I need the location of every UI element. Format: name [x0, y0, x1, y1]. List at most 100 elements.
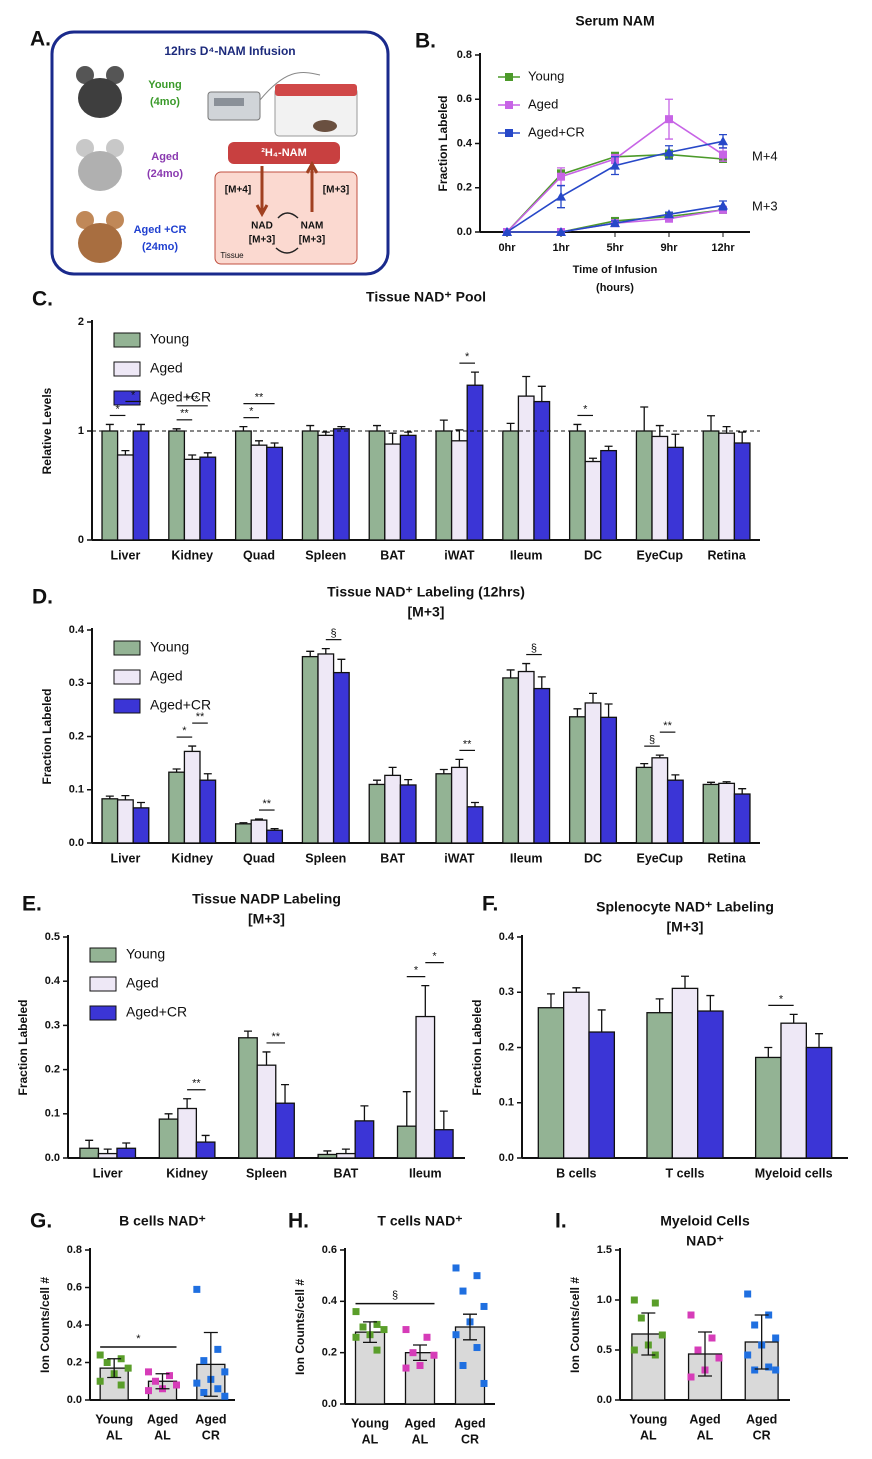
chart-title: Serum NAM	[575, 13, 654, 29]
legend-label: Aged	[150, 360, 183, 376]
error-bar	[203, 1331, 218, 1397]
point	[480, 1379, 488, 1387]
y-tick-label: 1	[78, 425, 84, 437]
arrow-label: [M+3]	[323, 185, 349, 196]
bar	[718, 432, 736, 541]
x-tick-label: Liver	[93, 1166, 123, 1180]
x-tick-label: Quad	[243, 851, 275, 865]
point	[473, 1344, 481, 1352]
error-bar	[201, 1134, 210, 1143]
error-bar	[421, 984, 430, 1017]
error-bar	[321, 431, 330, 436]
y-axis-label: Relative Levels	[40, 387, 54, 474]
bar	[132, 430, 150, 541]
y-tick-label: 0.4	[499, 931, 515, 943]
point	[772, 1366, 780, 1374]
y-tick-label: 0.0	[457, 226, 472, 238]
point	[221, 1368, 229, 1376]
x-tick-label: Kidney	[166, 1166, 208, 1180]
error-bar	[337, 658, 346, 673]
error-bar	[698, 1331, 712, 1377]
node-label: [M+3]	[249, 235, 275, 246]
bar	[101, 430, 119, 541]
legend-label: Aged+CR	[528, 124, 585, 139]
y-tick-label: 0.2	[69, 730, 84, 742]
x-tick-label: 5hr	[606, 242, 624, 254]
bar	[502, 677, 520, 844]
bar	[435, 773, 453, 844]
chart-title: Splenocyte NAD⁺ Labeling	[596, 899, 774, 915]
point	[637, 1314, 645, 1322]
arrow-label: [M+4]	[225, 185, 251, 196]
point	[744, 1351, 752, 1359]
node-label: [M+3]	[299, 235, 325, 246]
point	[402, 1326, 410, 1334]
node: NAM	[301, 221, 324, 232]
bar	[805, 1046, 833, 1159]
y-tick-label: 0.4	[45, 975, 61, 987]
bar	[651, 435, 669, 541]
point	[200, 1389, 208, 1396]
bar	[517, 395, 535, 541]
point	[96, 1351, 104, 1359]
bar	[568, 716, 586, 844]
significance-label: **	[196, 711, 205, 723]
chart-subtitle: [M+3]	[248, 911, 285, 927]
legend-label: Young	[126, 946, 165, 962]
bar	[584, 702, 602, 844]
error-bar	[671, 433, 680, 448]
x-tick-label: iWAT	[444, 548, 475, 562]
y-axis-label: Ion Counts/cell #	[293, 1279, 307, 1375]
error-bar	[281, 1083, 290, 1104]
x-tick-label: DC	[584, 851, 602, 865]
bar	[754, 1056, 782, 1159]
point	[480, 1302, 488, 1310]
bar	[183, 750, 201, 844]
bar	[702, 430, 720, 541]
error-bar	[641, 1312, 656, 1356]
error-bar	[470, 801, 479, 807]
bar	[697, 1010, 724, 1159]
x-tick-label: 0hr	[498, 242, 516, 254]
bar	[234, 823, 252, 844]
bar	[132, 807, 150, 844]
bar	[116, 799, 134, 844]
annotation: M+3	[752, 198, 778, 213]
error-bar	[363, 1321, 377, 1344]
significance-label: **	[463, 738, 472, 750]
bar	[301, 655, 319, 844]
bar	[399, 434, 417, 541]
error-bar	[239, 425, 248, 431]
y-axis-label: Ion Counts/cell #	[38, 1277, 52, 1373]
y-tick-label: 0.3	[499, 986, 514, 998]
y-axis-label: Ion Counts/cell #	[568, 1277, 582, 1373]
x-tick-label: Aged	[454, 1416, 485, 1430]
significance-label: **	[192, 1078, 201, 1090]
bar	[533, 687, 551, 844]
point	[221, 1392, 229, 1400]
point	[708, 1334, 716, 1342]
error-bar	[306, 424, 315, 431]
legend-label: Aged+CR	[150, 389, 211, 405]
legend-label: Aged+CR	[150, 697, 211, 713]
x-tick-label: Liver	[110, 548, 140, 562]
x-tick-label: BAT	[334, 1166, 359, 1180]
error-bar	[103, 1148, 112, 1154]
significance-label: §	[331, 628, 337, 640]
chart-title: Tissue NADP Labeling	[192, 891, 341, 907]
point	[630, 1346, 638, 1354]
x-tick-label: Ileum	[409, 1166, 442, 1180]
marker	[665, 115, 673, 124]
error-bar	[572, 987, 581, 993]
point	[423, 1333, 431, 1341]
bar	[332, 671, 350, 844]
bar	[354, 1120, 375, 1159]
x-tick-label: Aged	[404, 1416, 435, 1430]
bar	[183, 458, 201, 541]
significance-label: ***	[186, 394, 200, 406]
error-bar	[404, 778, 413, 785]
error-bar	[537, 676, 546, 689]
point	[744, 1290, 752, 1298]
group-name: Young	[148, 79, 181, 91]
